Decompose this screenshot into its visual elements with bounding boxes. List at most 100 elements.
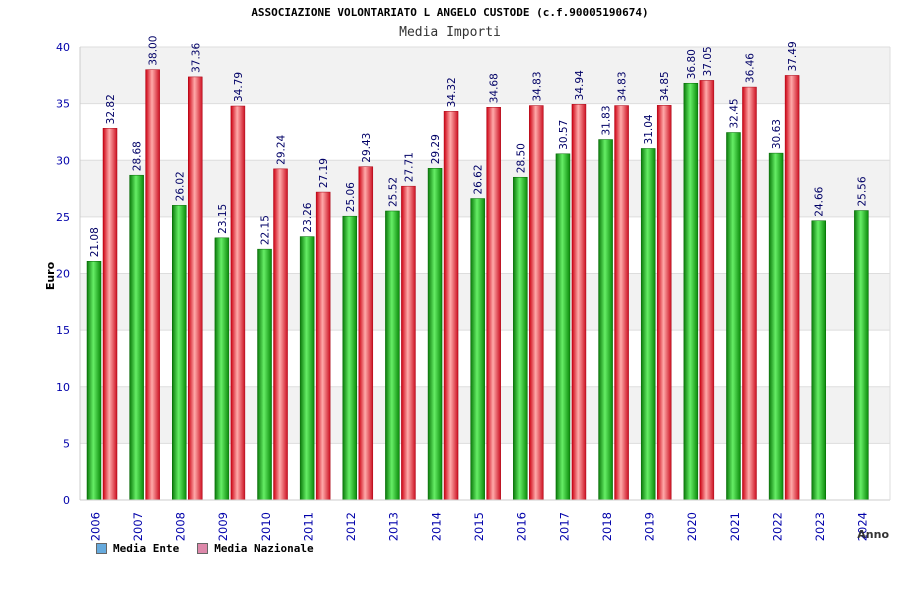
y-tick-label: 40	[56, 41, 70, 54]
y-tick-label: 20	[56, 268, 70, 281]
bar-media-ente-2013	[385, 210, 400, 501]
y-tick-label: 35	[56, 98, 70, 111]
chart-title: ASSOCIAZIONE VOLONTARIATO L ANGELO CUSTO…	[251, 6, 649, 19]
bar-media-nazionale-2009	[230, 105, 246, 501]
data-label-media-nazionale-2017: 34.94	[574, 70, 586, 100]
data-label-media-ente-2008: 26.02	[174, 171, 186, 201]
x-tick-label-2019: 2019	[643, 512, 657, 541]
data-label-media-nazionale-2016: 34.83	[531, 71, 543, 101]
bar-media-ente-2020	[683, 82, 699, 501]
bar-media-nazionale-2008	[188, 76, 203, 501]
bar-media-nazionale-2010	[273, 168, 288, 501]
x-tick-label-2018: 2018	[600, 512, 614, 541]
data-label-media-nazionale-2015: 34.68	[489, 73, 501, 103]
x-tick-label-2015: 2015	[472, 512, 486, 541]
data-label-media-nazionale-2021: 36.46	[744, 53, 756, 83]
data-label-media-nazionale-2013: 27.71	[403, 152, 415, 182]
legend: Media Ente Media Nazionale	[96, 542, 314, 555]
bar-media-nazionale-2014	[443, 111, 459, 501]
chart-subtitle: Media Importi	[399, 25, 501, 40]
bar-media-ente-2014	[427, 168, 443, 501]
data-label-media-nazionale-2008: 37.36	[190, 43, 202, 73]
data-label-media-ente-2013: 25.52	[387, 177, 399, 207]
data-label-media-ente-2010: 22.15	[260, 215, 272, 245]
y-tick-label: 25	[56, 211, 70, 224]
data-label-media-ente-2009: 23.15	[217, 204, 229, 234]
x-tick-label-2020: 2020	[685, 512, 699, 541]
data-label-media-nazionale-2010: 29.24	[276, 134, 288, 164]
bar-media-nazionale-2022	[784, 75, 800, 501]
bar-media-nazionale-2020	[699, 80, 715, 501]
data-label-media-nazionale-2022: 37.49	[787, 41, 799, 71]
y-tick-label: 0	[63, 494, 70, 507]
data-label-media-nazionale-2011: 27.19	[318, 158, 330, 188]
legend-item-media-nazionale: Media Nazionale	[197, 542, 314, 555]
bar-media-nazionale-2007	[145, 69, 160, 501]
x-tick-label-2007: 2007	[131, 512, 145, 541]
data-label-media-ente-2019: 31.04	[643, 114, 655, 144]
bar-media-nazionale-2016	[529, 105, 544, 501]
data-label-media-nazionale-2007: 38.00	[148, 36, 160, 66]
data-label-media-ente-2012: 25.06	[345, 182, 357, 212]
bar-media-nazionale-2019	[656, 105, 672, 501]
bar-media-nazionale-2021	[742, 86, 757, 501]
data-label-media-ente-2011: 23.26	[302, 202, 314, 232]
data-label-media-ente-2021: 32.45	[728, 98, 740, 128]
bar-media-nazionale-2006	[102, 128, 118, 501]
data-label-media-nazionale-2006: 32.82	[105, 94, 117, 124]
x-tick-label-2011: 2011	[301, 512, 315, 541]
bar-media-ente-2023	[811, 220, 826, 501]
bar-media-ente-2019	[640, 148, 656, 501]
y-tick-label: 15	[56, 324, 70, 337]
bar-media-ente-2021	[726, 132, 741, 501]
x-tick-label-2012: 2012	[344, 512, 358, 541]
x-tick-label-2013: 2013	[387, 512, 401, 541]
data-label-media-nazionale-2014: 34.32	[446, 77, 458, 107]
data-label-media-ente-2015: 26.62	[473, 164, 485, 194]
x-tick-label-2016: 2016	[515, 512, 529, 541]
bar-media-ente-2024	[854, 210, 869, 501]
data-label-media-ente-2020: 36.80	[686, 49, 698, 79]
bar-media-nazionale-2015	[486, 106, 501, 501]
data-label-media-nazionale-2019: 34.85	[659, 71, 671, 101]
x-tick-label-2014: 2014	[429, 512, 443, 541]
bar-media-ente-2018	[598, 139, 613, 501]
bar-media-ente-2011	[299, 236, 315, 501]
data-label-media-ente-2014: 29.29	[430, 134, 442, 164]
x-tick-label-2021: 2021	[728, 512, 742, 541]
data-label-media-ente-2017: 30.57	[558, 120, 570, 150]
x-tick-label-2017: 2017	[557, 512, 571, 541]
bar-media-ente-2015	[470, 198, 485, 501]
x-tick-label-2010: 2010	[259, 512, 273, 541]
bar-media-ente-2006	[86, 261, 102, 501]
bar-media-ente-2007	[129, 174, 144, 501]
data-label-media-ente-2006: 21.08	[89, 227, 101, 257]
x-tick-label-2022: 2022	[770, 512, 784, 541]
data-label-media-nazionale-2009: 34.79	[233, 72, 245, 102]
data-label-media-ente-2022: 30.63	[771, 119, 783, 149]
y-axis-label: Euro	[44, 261, 57, 290]
x-tick-label-2023: 2023	[813, 512, 827, 541]
bar-media-ente-2008	[172, 205, 187, 501]
legend-swatch-media-ente	[96, 543, 107, 554]
y-tick-label: 5	[63, 437, 70, 450]
x-tick-label-2006: 2006	[88, 512, 102, 541]
legend-label-media-ente: Media Ente	[113, 542, 180, 555]
data-label-media-ente-2024: 25.56	[856, 176, 868, 206]
bar-media-nazionale-2018	[614, 105, 629, 501]
x-tick-label-2009: 2009	[216, 512, 230, 541]
bar-media-ente-2012	[342, 215, 358, 501]
x-axis-label: Anno	[857, 528, 889, 541]
y-tick-label: 30	[56, 154, 70, 167]
bar-media-ente-2016	[513, 176, 528, 501]
data-label-media-ente-2018: 31.83	[601, 105, 613, 135]
x-tick-label-2024: 2024	[856, 512, 870, 541]
y-tick-label: 10	[56, 381, 70, 394]
data-label-media-ente-2007: 28.68	[132, 141, 144, 171]
legend-swatch-media-nazionale	[197, 543, 209, 554]
legend-item-media-ente: Media Ente	[96, 542, 179, 555]
data-label-media-nazionale-2012: 29.43	[361, 133, 373, 163]
bar-media-nazionale-2011	[315, 191, 331, 501]
